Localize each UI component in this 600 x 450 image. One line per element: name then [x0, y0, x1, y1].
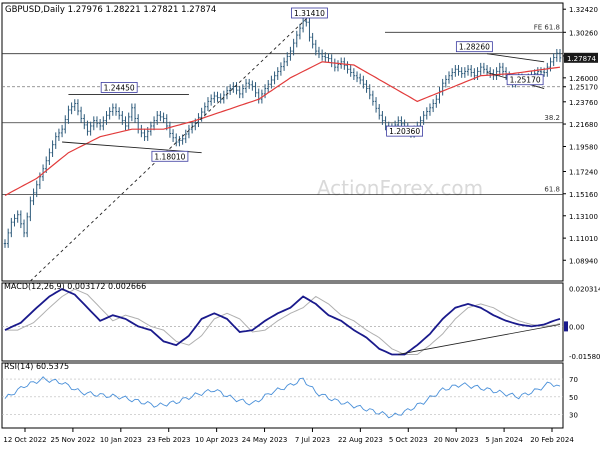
rsi-y-label: 50	[569, 394, 578, 402]
macd-signal-line	[5, 288, 561, 355]
price-annotation-label: 1.25170	[510, 76, 541, 85]
x-tick-label: 10 Apr 2023	[195, 436, 238, 444]
price-panel: 1.08940 1.11010 1.13100 1.15160 1.17240 1.195…	[2, 6, 598, 282]
price-y-label: 1.23760	[569, 99, 598, 107]
rsi-panel: 70 50 30	[2, 376, 578, 420]
macd-panel: 0.020314 0.00 -0.015808	[2, 285, 600, 361]
price-frame	[1, 2, 564, 282]
x-tick-label: 20 Feb 2024	[530, 436, 574, 444]
x-tick-label: 23 Feb 2023	[147, 436, 191, 444]
x-tick-label: 12 Oct 2022	[3, 436, 46, 444]
price-annotation-label: 1.24450	[104, 83, 135, 92]
x-tick-label: 20 Nov 2023	[434, 436, 479, 444]
price-y-label: 1.15160	[569, 191, 598, 199]
last-price-tag	[564, 52, 598, 63]
price-annotation-label: 1.31410	[294, 9, 325, 18]
price-y-label: 1.26000	[569, 75, 598, 83]
price-annotation-box	[151, 150, 189, 162]
panel-frames	[1, 2, 564, 429]
x-tick-label: 5 Jan 2024	[485, 436, 523, 444]
price-y-label: 1.25170	[569, 84, 598, 92]
moving-average-line	[4, 61, 561, 197]
rsi-y-label: 30	[569, 412, 578, 420]
macd-header: MACD(12,26,9) 0.003172 0.002666	[4, 282, 146, 291]
price-annotation-label: 1.20360	[389, 127, 420, 136]
price-y-label: 1.30260	[569, 29, 598, 37]
x-tick-label: 7 Jul 2023	[295, 436, 330, 444]
rsi-header: RSI(14) 60.5375	[4, 362, 69, 371]
price-y-label: 1.17240	[569, 169, 598, 177]
macd-frame	[1, 282, 564, 362]
fib-level-label: FE 61.8	[534, 23, 560, 31]
rsi-y-label: 70	[569, 376, 578, 384]
price-annotation-label: 1.28260	[459, 43, 490, 52]
price-header: GBPUSD,Daily 1.27976 1.28221 1.27821 1.2…	[5, 5, 216, 15]
fib-level-label: 61.8	[544, 185, 560, 193]
price-annotation-label: 1.18010	[154, 152, 185, 161]
price-annotation-box	[386, 125, 424, 137]
macd-y-label: -0.015808	[569, 353, 600, 361]
fib-level-label: 38.2	[544, 114, 560, 122]
x-axis: 12 Oct 2022 25 Nov 2022 10 Jan 2023 23 Feb …	[3, 428, 574, 444]
last-price-label: 1.27874	[567, 55, 596, 63]
price-annotation-box	[455, 41, 493, 53]
price-y-label: 1.13100	[569, 213, 598, 221]
price-y-label: 1.08940	[569, 257, 598, 265]
x-tick-label: 5 Oct 2023	[389, 436, 428, 444]
macd-trendline	[398, 324, 561, 355]
price-y-label: 1.32420	[569, 6, 598, 14]
trendline	[486, 53, 545, 63]
trendline	[30, 15, 310, 282]
x-tick-label: 10 Jan 2023	[100, 436, 142, 444]
x-tick-label: 25 Nov 2022	[50, 436, 95, 444]
price-annotation-box	[506, 74, 544, 86]
watermark: ActionForex.com	[317, 176, 483, 200]
macd-value-marker	[564, 321, 568, 332]
macd-y-label: 0.020314	[569, 285, 600, 293]
x-tick-label: 24 May 2023	[242, 436, 288, 444]
rsi-frame	[1, 362, 564, 429]
macd-y-label: 0.00	[569, 323, 585, 331]
price-annotation-box	[291, 7, 328, 19]
price-y-label: 1.11010	[569, 235, 598, 243]
price-y-label: 1.21680	[569, 121, 598, 129]
macd-line	[4, 287, 561, 356]
price-annotation-box	[100, 82, 138, 93]
rsi-line	[4, 376, 561, 419]
price-y-label: 1.19580	[569, 143, 598, 151]
x-tick-label: 22 Aug 2023	[338, 436, 383, 444]
